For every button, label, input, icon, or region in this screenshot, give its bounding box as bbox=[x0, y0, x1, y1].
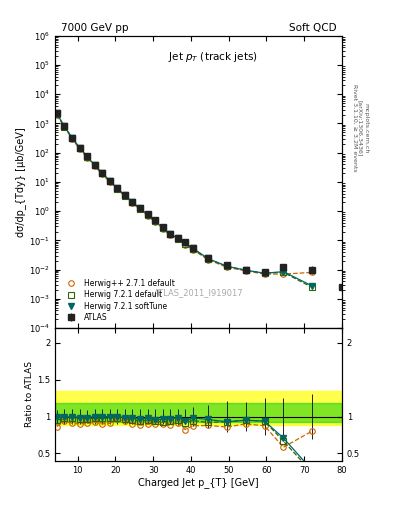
Herwig 7.2.1 default bbox=[85, 154, 90, 160]
Herwig 7.2.1 default bbox=[92, 162, 97, 168]
Herwig 7.2.1 softTune bbox=[62, 123, 67, 130]
Herwig 7.2.1 default bbox=[224, 263, 229, 269]
Herwig++ 2.7.1 default bbox=[123, 193, 127, 199]
Herwig 7.2.1 softTune bbox=[206, 255, 210, 262]
Herwig++ 2.7.1 default bbox=[281, 271, 286, 277]
Herwig++ 2.7.1 default bbox=[100, 172, 105, 178]
Herwig 7.2.1 softTune bbox=[281, 269, 286, 275]
Legend: Herwig++ 2.7.1 default, Herwig 7.2.1 default, Herwig 7.2.1 softTune, ATLAS: Herwig++ 2.7.1 default, Herwig 7.2.1 def… bbox=[59, 276, 177, 324]
Herwig 7.2.1 softTune bbox=[107, 178, 112, 184]
Herwig 7.2.1 softTune bbox=[262, 270, 267, 276]
Herwig++ 2.7.1 default bbox=[77, 146, 82, 152]
Herwig++ 2.7.1 default bbox=[243, 268, 248, 274]
Herwig 7.2.1 default bbox=[160, 225, 165, 231]
Herwig 7.2.1 softTune bbox=[183, 240, 187, 246]
Text: mcplots.cern.ch: mcplots.cern.ch bbox=[364, 103, 369, 153]
Herwig++ 2.7.1 default bbox=[153, 219, 158, 225]
Text: Soft QCD: Soft QCD bbox=[288, 23, 336, 33]
Herwig++ 2.7.1 default bbox=[55, 112, 59, 118]
Y-axis label: Ratio to ATLAS: Ratio to ATLAS bbox=[25, 361, 34, 428]
Herwig 7.2.1 softTune bbox=[70, 135, 74, 141]
Herwig 7.2.1 softTune bbox=[160, 225, 165, 231]
Herwig 7.2.1 default bbox=[206, 256, 210, 262]
Herwig 7.2.1 default bbox=[55, 111, 59, 117]
Herwig 7.2.1 default bbox=[77, 145, 82, 151]
Herwig++ 2.7.1 default bbox=[115, 186, 119, 192]
Y-axis label: dσ/dp_{Tdy} [μb/GeV]: dσ/dp_{Tdy} [μb/GeV] bbox=[15, 127, 26, 237]
X-axis label: Charged Jet p_{T} [GeV]: Charged Jet p_{T} [GeV] bbox=[138, 477, 259, 488]
Herwig 7.2.1 default bbox=[62, 123, 67, 130]
Herwig 7.2.1 softTune bbox=[168, 231, 173, 237]
Line: Herwig 7.2.1 default: Herwig 7.2.1 default bbox=[54, 111, 314, 290]
Herwig 7.2.1 default bbox=[100, 170, 105, 177]
Herwig 7.2.1 softTune bbox=[115, 185, 119, 191]
Herwig++ 2.7.1 default bbox=[70, 136, 74, 142]
Herwig++ 2.7.1 default bbox=[62, 124, 67, 130]
Herwig 7.2.1 default bbox=[243, 267, 248, 273]
Herwig 7.2.1 softTune bbox=[175, 235, 180, 241]
Herwig 7.2.1 default bbox=[175, 236, 180, 242]
Herwig 7.2.1 default bbox=[107, 178, 112, 184]
Herwig++ 2.7.1 default bbox=[224, 264, 229, 270]
Herwig 7.2.1 softTune bbox=[243, 267, 248, 273]
Herwig 7.2.1 softTune bbox=[85, 154, 90, 160]
Herwig++ 2.7.1 default bbox=[262, 271, 267, 277]
Herwig 7.2.1 default bbox=[145, 212, 150, 218]
Herwig 7.2.1 default bbox=[130, 199, 135, 205]
Line: Herwig++ 2.7.1 default: Herwig++ 2.7.1 default bbox=[54, 113, 314, 277]
Herwig 7.2.1 softTune bbox=[191, 245, 195, 251]
Herwig 7.2.1 softTune bbox=[309, 283, 314, 289]
Text: Jet $p_T$ (track jets): Jet $p_T$ (track jets) bbox=[168, 51, 257, 65]
Text: [arXiv:1306.3436]: [arXiv:1306.3436] bbox=[358, 100, 363, 156]
Herwig 7.2.1 softTune bbox=[130, 199, 135, 205]
Herwig 7.2.1 softTune bbox=[153, 218, 158, 224]
Herwig 7.2.1 softTune bbox=[100, 170, 105, 176]
Herwig 7.2.1 default bbox=[191, 246, 195, 252]
Herwig++ 2.7.1 default bbox=[92, 163, 97, 169]
Herwig 7.2.1 default bbox=[262, 270, 267, 276]
Herwig++ 2.7.1 default bbox=[85, 155, 90, 161]
Herwig++ 2.7.1 default bbox=[191, 247, 195, 253]
Herwig 7.2.1 default bbox=[138, 205, 142, 211]
Herwig++ 2.7.1 default bbox=[168, 232, 173, 238]
Text: 7000 GeV pp: 7000 GeV pp bbox=[61, 23, 128, 33]
Herwig 7.2.1 default bbox=[70, 135, 74, 141]
Herwig++ 2.7.1 default bbox=[107, 179, 112, 185]
Herwig++ 2.7.1 default bbox=[206, 257, 210, 263]
Herwig 7.2.1 softTune bbox=[224, 263, 229, 269]
Herwig 7.2.1 default bbox=[183, 241, 187, 247]
Herwig 7.2.1 default bbox=[168, 231, 173, 238]
Herwig++ 2.7.1 default bbox=[138, 206, 142, 212]
Herwig++ 2.7.1 default bbox=[175, 236, 180, 242]
Herwig++ 2.7.1 default bbox=[145, 212, 150, 219]
Herwig++ 2.7.1 default bbox=[183, 242, 187, 248]
Herwig 7.2.1 default bbox=[153, 218, 158, 224]
Herwig 7.2.1 softTune bbox=[77, 145, 82, 151]
Herwig 7.2.1 softTune bbox=[145, 211, 150, 218]
Herwig 7.2.1 default bbox=[281, 269, 286, 275]
Herwig 7.2.1 softTune bbox=[123, 193, 127, 199]
Herwig++ 2.7.1 default bbox=[130, 200, 135, 206]
Text: ATLAS_2011_I919017: ATLAS_2011_I919017 bbox=[154, 288, 243, 297]
Herwig 7.2.1 default bbox=[115, 185, 119, 191]
Herwig++ 2.7.1 default bbox=[309, 269, 314, 275]
Herwig++ 2.7.1 default bbox=[160, 226, 165, 232]
Line: Herwig 7.2.1 softTune: Herwig 7.2.1 softTune bbox=[54, 111, 314, 288]
Text: Rivet 3.1.10, ≥ 3.2M events: Rivet 3.1.10, ≥ 3.2M events bbox=[352, 84, 357, 172]
Herwig 7.2.1 softTune bbox=[92, 162, 97, 168]
Herwig 7.2.1 default bbox=[309, 284, 314, 290]
Herwig 7.2.1 softTune bbox=[138, 205, 142, 211]
Herwig 7.2.1 softTune bbox=[55, 111, 59, 117]
Herwig 7.2.1 default bbox=[123, 193, 127, 199]
